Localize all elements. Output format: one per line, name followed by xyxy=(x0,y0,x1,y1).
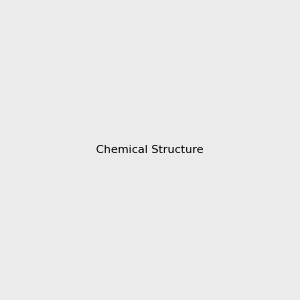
Text: Chemical Structure: Chemical Structure xyxy=(96,145,204,155)
